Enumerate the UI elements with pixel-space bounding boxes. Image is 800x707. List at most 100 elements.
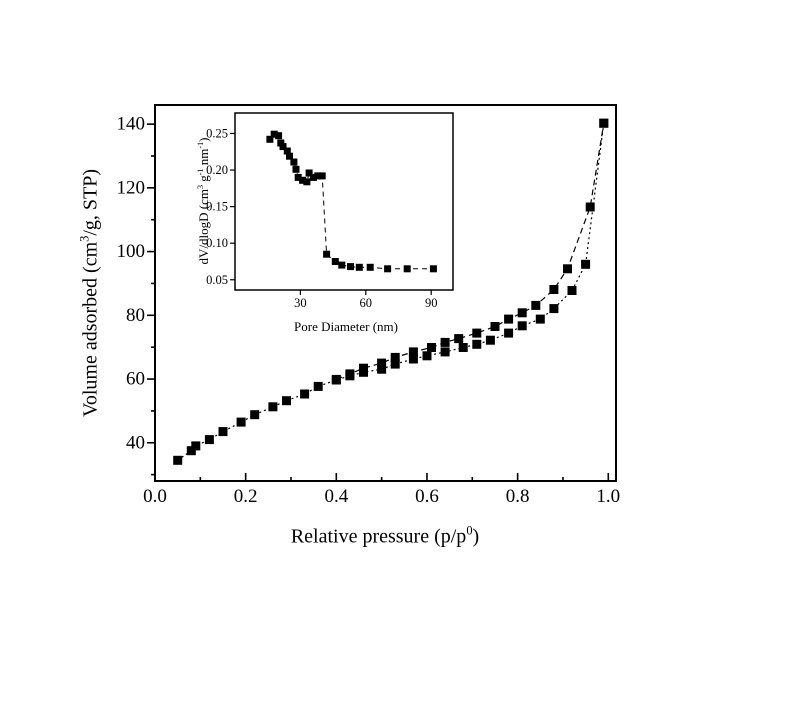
main-series-adsorption-marker [408, 354, 418, 364]
inset-x-tick-label: 60 [360, 296, 373, 310]
inset-yaxis-title: dV/dlogD (cm3 g-1 nm-1) [195, 137, 212, 265]
inset-series-pore-size-distribution-marker [314, 172, 322, 180]
main-series-desorption-line [336, 123, 605, 380]
main-y-tick-label: 60 [126, 369, 145, 390]
inset-series-pore-size-distribution-marker [331, 258, 339, 265]
main-series-adsorption-line [177, 123, 605, 461]
inset-y-tick-label: 0.10 [206, 236, 228, 250]
main-series-desorption-marker [563, 264, 572, 274]
inset-series-pore-size-distribution-marker [403, 265, 411, 273]
inset-y-tick-label: 0.15 [206, 200, 228, 214]
main-series-adsorption-marker [440, 347, 450, 357]
main-xaxis-title: Relative pressure (p/p0) [290, 523, 480, 548]
inset-series-pore-size-distribution-line [269, 133, 434, 270]
inset-series-pore-size-distribution-marker [429, 265, 437, 273]
main-series-adsorption-marker [549, 304, 559, 314]
inset-x-tick-label: 30 [294, 296, 307, 310]
main-series-adsorption-marker [313, 381, 323, 391]
inset-series-pore-size-distribution-marker [275, 132, 283, 140]
main-series-adsorption-marker [422, 351, 432, 361]
main-x-tick-label: 0.4 [324, 486, 348, 507]
main-series-desorption-marker [517, 308, 527, 318]
inset-series-pore-size-distribution-marker [347, 263, 354, 271]
main-x-tick-label: 0.6 [415, 486, 439, 507]
main-series-adsorption-marker [390, 359, 400, 369]
main-y-tick-label: 40 [126, 432, 145, 453]
inset-series-pore-size-distribution-marker [310, 173, 317, 181]
main-series-adsorption-marker [236, 417, 246, 427]
inset-series-pore-size-distribution-marker [366, 263, 374, 271]
main-series-desorption-marker [359, 363, 368, 373]
inset-series-pore-size-distribution-marker [292, 165, 300, 173]
main-series-desorption-marker [585, 202, 595, 212]
main-series-desorption-marker [504, 314, 514, 324]
chart-inset: 30 60 90 0.05 0.10 0.15 0.20 0.25 [206, 112, 454, 310]
main-series-adsorption-marker [504, 328, 514, 338]
main-series-adsorption-marker [186, 446, 196, 456]
main-x-tick-label: 0.2 [234, 486, 258, 507]
inset-series-pore-size-distribution-marker [384, 265, 392, 273]
main-series-desorption-marker [345, 369, 355, 379]
main-series-adsorption-marker [581, 259, 591, 269]
main-series-desorption-marker [331, 374, 341, 384]
main-series-desorption-marker [599, 118, 609, 128]
main-x-tick-label: 1.0 [596, 486, 620, 507]
main-series-adsorption-marker [204, 435, 214, 445]
main-frame [154, 104, 617, 482]
main-y-tick-label: 80 [126, 305, 145, 326]
main-series-desorption-marker [490, 322, 500, 331]
inset-y-tick-label: 0.05 [206, 273, 228, 287]
inset-series-pore-size-distribution-marker [303, 178, 311, 186]
main-series-adsorption-marker [517, 321, 527, 331]
main-series-adsorption-marker [218, 427, 228, 437]
main-series-desorption-marker [472, 328, 482, 338]
inset-y-tick-label: 0.20 [206, 163, 228, 177]
inset-series-pore-size-distribution-marker [270, 130, 278, 138]
main-series-adsorption-marker [485, 335, 495, 345]
main-series-desorption-marker [390, 352, 400, 362]
inset-series-pore-size-distribution-marker [279, 143, 287, 151]
main-series-adsorption-marker [282, 396, 291, 406]
inset-series-pore-size-distribution-marker [318, 172, 326, 180]
main-series-desorption-marker [377, 358, 387, 368]
main-series-adsorption-marker [191, 441, 201, 451]
main-y-tick-label: 120 [117, 177, 146, 198]
main-series-adsorption-marker [377, 364, 387, 374]
main-x-tick-label: 0.0 [143, 486, 167, 507]
inset-series-pore-size-distribution-marker [290, 158, 298, 166]
inset-frame [234, 112, 454, 291]
main-series-adsorption-marker [535, 314, 545, 324]
main-series-desorption-marker [440, 337, 450, 347]
main-series-desorption-marker [408, 347, 418, 357]
main-series-adsorption-marker [173, 455, 183, 465]
inset-x-tick-label: 90 [425, 296, 438, 310]
main-y-tick-label: 140 [117, 114, 146, 135]
main-series-adsorption-marker [458, 343, 468, 352]
inset-series-pore-size-distribution-marker [283, 147, 291, 155]
main-series-adsorption-marker [268, 402, 278, 412]
inset-series-pore-size-distribution-marker [305, 169, 313, 177]
main-yaxis-title: Volume adsorbed (cm3/g, STP) [77, 168, 102, 418]
inset-y-tick-label: 0.25 [206, 126, 228, 140]
main-series-adsorption-marker [567, 286, 577, 295]
main-y-tick-label: 100 [117, 241, 146, 262]
inset-series-pore-size-distribution-marker [299, 176, 307, 184]
inset-series-pore-size-distribution-marker [294, 173, 302, 181]
main-series-adsorption-marker [250, 410, 260, 420]
inset-series-pore-size-distribution-marker [266, 135, 274, 143]
main-series-desorption-marker [454, 334, 464, 344]
inset-series-pore-size-distribution-marker [323, 250, 331, 258]
main-series-adsorption-marker [300, 389, 310, 399]
main-series-desorption-marker [427, 343, 436, 352]
chart-main: 0.0 0.2 0.4 0.6 0.8 1.0 40 60 80 100 120 140 [117, 104, 620, 507]
inset-series-pore-size-distribution-marker [277, 139, 285, 147]
main-series-adsorption-marker [472, 339, 482, 349]
main-series-desorption-marker [549, 285, 559, 294]
inset-series-pore-size-distribution-marker [286, 152, 293, 160]
main-x-tick-label: 0.8 [506, 486, 530, 507]
inset-xaxis-title: Pore Diameter (nm) [294, 319, 398, 334]
inset-series-pore-size-distribution-marker [338, 261, 346, 269]
main-series-desorption-marker [531, 300, 541, 310]
